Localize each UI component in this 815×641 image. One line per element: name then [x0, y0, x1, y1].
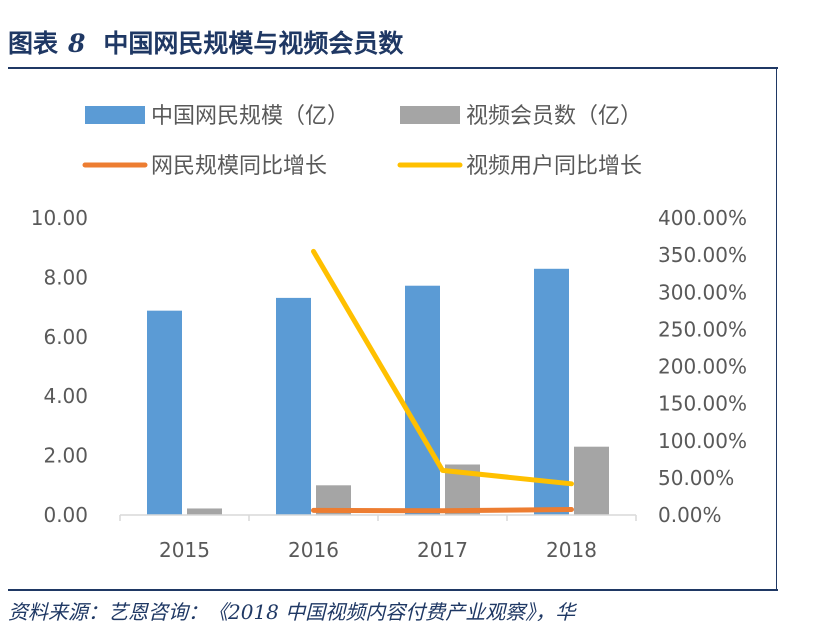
y-right-tick-label: 400.00%	[658, 206, 747, 230]
y-axis-left: 0.00 2.00 4.00 6.00 8.00 10.00	[31, 206, 88, 527]
y-left-tick-label: 0.00	[43, 503, 88, 527]
lines	[311, 248, 574, 514]
footer-rule	[8, 589, 778, 591]
netizen-bar-2018	[534, 268, 569, 515]
title-rule	[8, 67, 778, 69]
legend-label: 视频会员数（亿）	[466, 104, 642, 129]
legend-swatch	[85, 106, 145, 124]
bars	[147, 268, 609, 515]
y-left-tick-label: 6.00	[43, 325, 88, 349]
netizen-bar-2016	[276, 297, 311, 515]
netizen-bar-2017	[405, 285, 440, 515]
frame-right-rule	[776, 69, 777, 590]
y-right-tick-label: 350.00%	[658, 243, 747, 267]
legend-label: 中国网民规模（亿）	[151, 104, 349, 129]
figure-label: 图表	[8, 29, 59, 58]
chart: 中国网民规模（亿） 视频会员数（亿） 网民规模同比增长 视频用户同比增长 0.00 2.…	[31, 104, 747, 562]
figure-title: 图表 8 中国网民规模与视频会员数	[8, 24, 403, 60]
member-bar-2015	[187, 508, 222, 515]
legend-swatch	[400, 106, 460, 124]
y-left-tick-label: 10.00	[31, 206, 88, 230]
netizen-bar-2015	[147, 310, 182, 515]
y-right-tick-label: 50.00%	[658, 466, 734, 490]
y-axis-right: 0.00% 50.00% 100.00% 150.00% 200.00% 250.00% 3…	[658, 206, 747, 527]
legend-label: 网民规模同比增长	[151, 154, 327, 179]
y-right-tick-label: 300.00%	[658, 280, 747, 304]
x-tick-label: 2018	[546, 538, 597, 562]
x-tick-label: 2015	[159, 538, 210, 562]
netizen-growth-line	[311, 507, 574, 514]
video-user-growth-line	[311, 248, 574, 487]
y-left-tick-label: 2.00	[43, 444, 88, 468]
source-note: 资料来源：艺恩咨询：《2018 中国视频内容付费产业观察》，华	[8, 600, 576, 624]
y-right-tick-label: 0.00%	[658, 503, 722, 527]
y-right-tick-label: 150.00%	[658, 392, 747, 416]
y-right-tick-label: 250.00%	[658, 317, 747, 341]
x-tick-label: 2016	[288, 538, 339, 562]
y-left-tick-label: 8.00	[43, 265, 88, 289]
y-right-tick-label: 100.00%	[658, 429, 747, 453]
y-right-tick-label: 200.00%	[658, 355, 747, 379]
member-bar-2018	[574, 446, 609, 515]
y-left-tick-label: 4.00	[43, 384, 88, 408]
x-axis: 2015 2016 2017 2018	[119, 514, 637, 562]
legend: 中国网民规模（亿） 视频会员数（亿） 网民规模同比增长 视频用户同比增长	[82, 104, 642, 179]
x-tick-label: 2017	[417, 538, 468, 562]
figure-number: 8	[68, 29, 86, 58]
figure-title-text: 中国网民规模与视频会员数	[103, 29, 404, 58]
legend-label: 视频用户同比增长	[466, 154, 642, 179]
